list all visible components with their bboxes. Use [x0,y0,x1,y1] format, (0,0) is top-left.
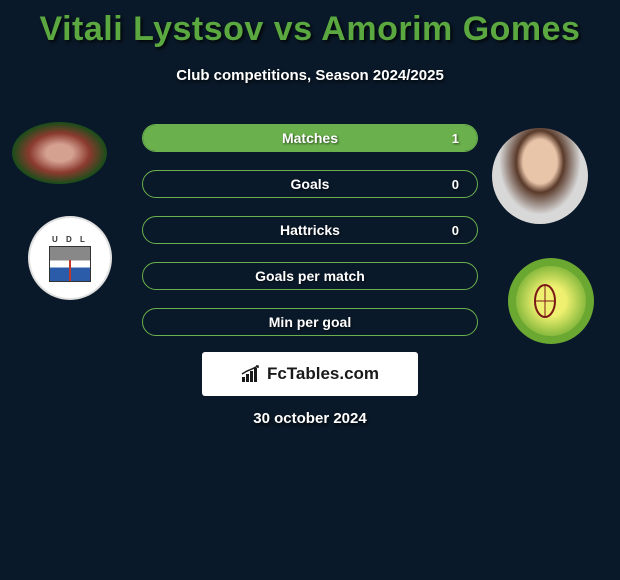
stat-value-right: 1 [452,131,459,146]
stat-row-matches: Matches 1 [142,124,478,152]
stat-label: Goals [143,176,477,192]
stat-label: Matches [143,130,477,146]
stat-value-right: 0 [452,177,459,192]
stat-row-min-per-goal: Min per goal [142,308,478,336]
club-left-shield-icon [49,246,91,282]
brand-badge: FcTables.com [202,352,418,396]
stat-label: Hattricks [143,222,477,238]
stat-row-hattricks: Hattricks 0 [142,216,478,244]
stat-value-right: 0 [452,223,459,238]
stat-row-goals-per-match: Goals per match [142,262,478,290]
stat-row-goals: Goals 0 [142,170,478,198]
stats-comparison: Matches 1 Goals 0 Hattricks 0 Goals per … [142,124,478,354]
player-right-avatar [492,128,588,224]
club-left-badge-text: U D L [52,235,88,244]
club-left-badge: U D L [28,216,112,300]
footer-date: 30 october 2024 [0,410,620,427]
stat-label: Goals per match [143,268,477,284]
stat-label: Min per goal [143,314,477,330]
club-right-badge [508,258,594,344]
tennis-ball-icon [516,266,586,336]
page-title: Vitali Lystsov vs Amorim Gomes [0,0,620,49]
bar-chart-icon [241,365,263,383]
player-left-avatar [12,122,107,184]
page-subtitle: Club competitions, Season 2024/2025 [0,67,620,84]
brand-text: FcTables.com [267,364,379,384]
